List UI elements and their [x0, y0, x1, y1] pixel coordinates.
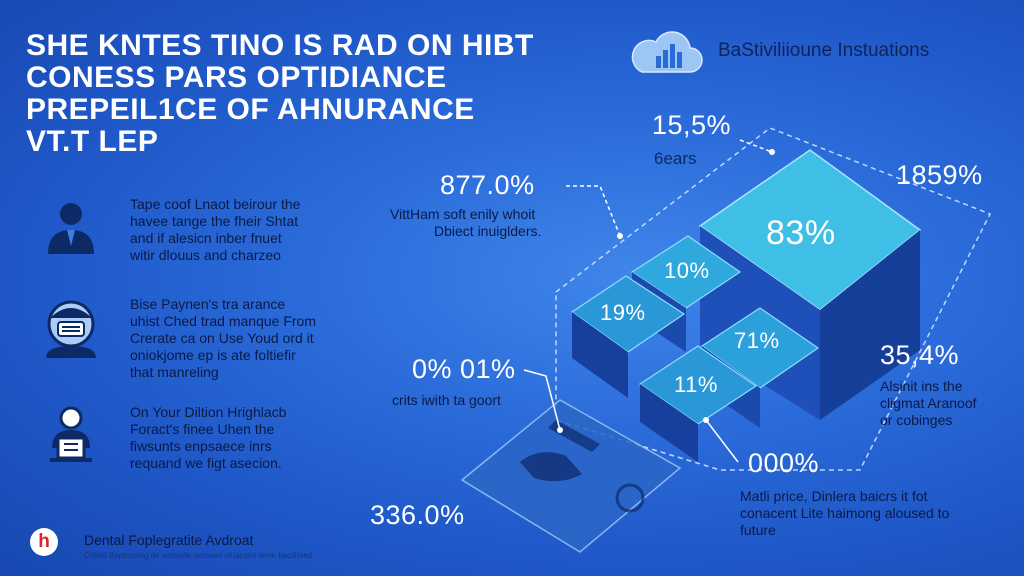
title-line: CONESS PARS OPTIDIANCE — [26, 61, 447, 94]
block-b-front — [572, 312, 628, 398]
dashed-frame — [555, 127, 992, 471]
stat-block-c: 71% — [734, 328, 780, 353]
note-line: or cobinges — [880, 412, 953, 428]
connector-dot — [617, 233, 623, 239]
stat-top: 15,5% — [652, 110, 732, 140]
side-item-3: On Your Diltion Hrighlacb Foract's finee… — [40, 404, 350, 472]
stat-right: 1859% — [896, 160, 983, 190]
note-line: future — [740, 522, 776, 538]
stat-left-note: VittHam soft enily whoit Dbiect inuiglde… — [390, 206, 541, 240]
stat-block-b: 19% — [600, 300, 646, 325]
connector-line — [739, 139, 773, 153]
stat-top-sub: 6ears — [654, 149, 697, 168]
side-item-1: Tape coof Lnaot beirour the havee tange … — [40, 196, 350, 264]
tray-item-icon — [520, 452, 582, 482]
connector-dot — [557, 427, 563, 433]
stat-left: 877.0% — [440, 170, 535, 200]
side-line: witir dlouus and charzeo — [130, 247, 281, 263]
stat-block-d: 11% — [674, 372, 718, 397]
side-line: oniokjome ep is ate foltiefir — [130, 347, 296, 363]
side-line: that manreling — [130, 364, 219, 380]
person-icon — [48, 203, 94, 254]
cloud-bar-chart-icon — [631, 31, 703, 73]
side-item-2: Bise Paynen's tra arance uhist Ched trad… — [40, 296, 350, 381]
note-line: conacent Lite haimong aloused to — [740, 505, 950, 521]
big-block-side — [820, 230, 920, 420]
footer-name: Dental Foplegratite Avdroat — [84, 532, 254, 548]
masked-person-icon — [46, 300, 96, 358]
side-line: Crerate ca on Use Youd ord it — [130, 330, 314, 346]
stat-bottom-right: 000% — [748, 448, 820, 478]
presenter-icon — [50, 406, 92, 462]
block-d-top — [638, 345, 758, 425]
connector-line — [705, 419, 739, 463]
connector-line — [566, 185, 621, 237]
title-line: SHE KNTES TINO IS RAD ON HIBT — [26, 29, 534, 62]
note-line: VittHam soft enily whoit — [390, 206, 536, 222]
block-c-top — [700, 307, 820, 389]
footer-subtitle: Coleld Bapnosleig de sonsoile onmaen olu… — [84, 551, 313, 560]
note-line: Matli price, Dinlera baicrs it fot — [740, 488, 928, 504]
stat-mid-right-note: Alsinit ins the cligmat Aranoof or cobin… — [880, 378, 977, 429]
connector-line — [523, 369, 561, 431]
stat-bottom-right-note: Matli price, Dinlera baicrs it fot conac… — [740, 488, 949, 539]
note-line: cligmat Aranoof — [880, 395, 977, 411]
footer-logo: h — [30, 528, 58, 556]
page-title: SHE KNTES TINO IS RAD ON HIBT CONESS PAR… — [26, 30, 586, 158]
side-line: Tape coof Lnaot beirour the — [130, 196, 301, 212]
side-line: Foract's finee Uhen the — [130, 421, 275, 437]
connector-dot — [703, 417, 709, 423]
side-line: and if alesicn inber fnuet — [130, 230, 282, 246]
tray-coin-icon — [615, 483, 645, 513]
stat-big: 83% — [766, 214, 836, 252]
note-line: Alsinit ins the — [880, 378, 963, 394]
side-item-text: Tape coof Lnaot beirour the havee tange … — [130, 196, 300, 264]
side-line: fiwsunts enpsaece inrs — [130, 438, 272, 454]
side-line: On Your Diltion Hrighlacb — [130, 404, 287, 420]
brand-name: BaStiviliioune Instuations — [718, 40, 930, 61]
title-line: PREPEIL1CE OF AHNURANCE — [26, 93, 475, 126]
block-d-front — [640, 384, 698, 462]
side-line: Bise Paynen's tra arance — [130, 296, 286, 312]
brand: BaStiviliioune Instuations — [628, 26, 929, 76]
stat-bottom-left: 336.0% — [370, 500, 465, 530]
note-line: Dbiect inuiglders. — [434, 223, 542, 239]
stat-block-a: 10% — [664, 258, 710, 283]
side-line: uhist Ched trad manque From — [130, 313, 316, 329]
side-item-text: On Your Diltion Hrighlacb Foract's finee… — [130, 404, 286, 472]
connector-dot — [769, 149, 775, 155]
title-line: VT.T lep — [26, 125, 159, 158]
side-item-text: Bise Paynen's tra arance uhist Ched trad… — [130, 296, 316, 381]
side-line: havee tange the fheir Shtat — [130, 213, 299, 229]
stat-low-left: 0% 01% — [412, 354, 516, 384]
stat-mid-right: 35,4% — [880, 340, 960, 370]
side-line: requand we figt asecion. — [130, 455, 282, 471]
stat-low-left-note: crits iwith ta goort — [392, 392, 501, 408]
